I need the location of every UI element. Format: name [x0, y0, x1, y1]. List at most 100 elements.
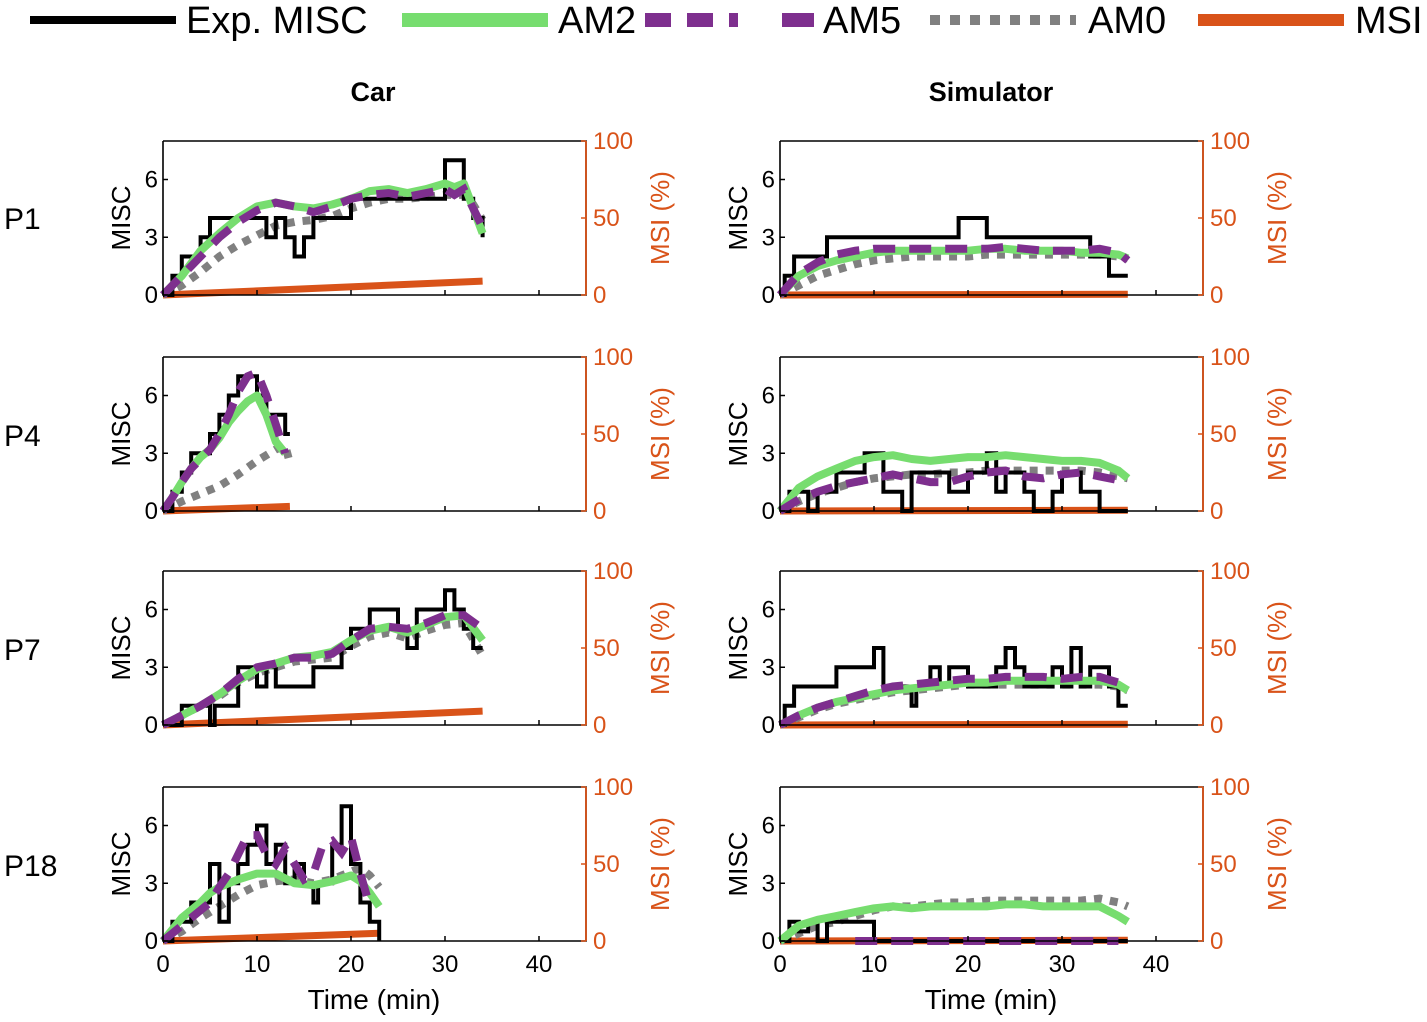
y-left-label: MISC: [723, 402, 753, 467]
y-left-tick-label: 6: [145, 813, 158, 840]
series-group: [777, 451, 1131, 515]
y-left-tick-label: 6: [762, 597, 775, 624]
y-right-label: MSI (%): [1262, 817, 1292, 911]
y-right-tick-label: 50: [593, 421, 620, 448]
y-left-label: MISC: [106, 402, 136, 467]
series-am5: [160, 367, 290, 514]
legend-label-exp: Exp. MISC: [186, 0, 368, 42]
series-group: [777, 216, 1131, 299]
series-group: [777, 894, 1130, 945]
series-msi: [162, 929, 380, 945]
series-am0: [161, 618, 487, 729]
series-group: [160, 804, 383, 945]
row-label-p7: P7: [4, 634, 41, 667]
y-left-label: MISC: [723, 186, 753, 251]
x-axis-label: Time (min): [308, 984, 441, 1015]
series-am5: [160, 826, 374, 945]
y-right-tick-label: 100: [593, 128, 633, 155]
y-left-tick-label: 3: [145, 870, 158, 897]
y-right-label: MSI (%): [1262, 171, 1292, 265]
column-title-simulator: Simulator: [929, 77, 1054, 107]
y-right-tick-label: 0: [1210, 498, 1223, 525]
panel-p18-car: 0 3 6 0 50 100 0 10 20 30 40 MISC MSI (%) Time (min): [106, 774, 675, 1015]
series-am5: [778, 672, 1130, 729]
y-left-tick-label: 0: [762, 498, 775, 525]
series-group: [160, 158, 487, 299]
y-left-tick-label: 3: [145, 224, 158, 251]
x-tick-label: 0: [156, 951, 169, 978]
x-tick-label: 30: [432, 951, 459, 978]
y-left-tick-label: 3: [762, 654, 775, 681]
panel-p18-simulator: 0 3 6 0 50 100 0 10 20 30 40 MISC MSI (%) Time (min): [723, 774, 1292, 1015]
panel-p4-simulator: 0 3 6 0 50 100 MISC MSI (%): [723, 344, 1292, 525]
panel-p7-simulator: 0 3 6 0 50 100 MISC MSI (%): [723, 558, 1292, 739]
y-right-tick-label: 100: [1210, 344, 1250, 371]
y-right-tick-label: 0: [593, 282, 606, 309]
y-left-tick-label: 0: [145, 498, 158, 525]
series-exp-misc: [163, 588, 483, 727]
y-right-tick-label: 50: [1210, 635, 1237, 662]
y-left-tick-label: 3: [145, 654, 158, 681]
y-right-tick-label: 0: [593, 712, 606, 739]
y-left-label: MISC: [106, 186, 136, 251]
axes-box: [162, 786, 587, 942]
y-left-label: MISC: [106, 832, 136, 897]
series-am2: [160, 869, 383, 944]
y-right-tick-label: 100: [593, 774, 633, 801]
series-am5: [160, 183, 487, 298]
y-left-label: MISC: [723, 832, 753, 897]
y-left-tick-label: 6: [145, 383, 158, 410]
y-left-tick-label: 6: [762, 167, 775, 194]
y-right-tick-label: 100: [1210, 128, 1250, 155]
axes-box: [162, 570, 587, 726]
y-right-tick-label: 0: [1210, 282, 1223, 309]
panel-p1-simulator: 0 3 6 0 50 100 MISC MSI (%): [723, 128, 1292, 309]
y-left-tick-label: 0: [762, 928, 775, 955]
y-left-tick-label: 6: [145, 597, 158, 624]
y-right-tick-label: 0: [1210, 928, 1223, 955]
y-right-label: MSI (%): [645, 601, 675, 695]
x-tick-label: 30: [1049, 951, 1076, 978]
series-am5: [777, 466, 1128, 515]
x-axis-label: Time (min): [925, 984, 1058, 1015]
y-left-tick-label: 3: [762, 224, 775, 251]
y-right-label: MSI (%): [645, 171, 675, 265]
y-left-tick-label: 3: [762, 870, 775, 897]
y-left-tick-label: 0: [145, 712, 158, 739]
y-right-tick-label: 0: [1210, 712, 1223, 739]
panel-p7-car: 0 3 6 0 50 100 MISC MSI (%): [106, 558, 675, 739]
legend-label-am0: AM0: [1088, 0, 1166, 42]
y-left-tick-label: 3: [145, 440, 158, 467]
series-group: [161, 588, 487, 729]
axes-box: [162, 356, 587, 512]
x-tick-label: 20: [955, 951, 982, 978]
y-left-label: MISC: [723, 616, 753, 681]
panels: 0 3 6 0 50 100 MISC MSI (%) 0 3 6 0 50 100 MISC MSI (%)…: [106, 128, 1292, 1015]
panel-p4-car: 0 3 6 0 50 100 MISC MSI (%): [106, 344, 675, 525]
series-am5: [161, 611, 485, 729]
y-right-label: MSI (%): [645, 387, 675, 481]
row-label-p18: P18: [4, 850, 57, 883]
y-right-tick-label: 50: [1210, 205, 1237, 232]
x-tick-label: 20: [338, 951, 365, 978]
y-right-tick-label: 0: [593, 498, 606, 525]
x-tick-label: 40: [1143, 951, 1170, 978]
legend-label-am5: AM5: [823, 0, 901, 42]
series-exp-misc: [163, 158, 485, 297]
y-right-tick-label: 50: [1210, 851, 1237, 878]
y-left-tick-label: 0: [762, 712, 775, 739]
y-right-tick-label: 100: [593, 344, 633, 371]
y-left-tick-label: 6: [762, 813, 775, 840]
y-right-tick-label: 50: [1210, 421, 1237, 448]
legend-label-msi: MSI: [1355, 0, 1423, 42]
y-right-tick-label: 50: [593, 205, 620, 232]
series-am5: [777, 242, 1131, 298]
series-am2: [777, 900, 1130, 945]
series-group: [778, 646, 1130, 729]
series-am2: [777, 451, 1131, 514]
legend-label-am2: AM2: [558, 0, 636, 42]
y-left-tick-label: 6: [762, 383, 775, 410]
row-label-p1: P1: [4, 203, 41, 236]
legend: Exp. MISC AM2 AM5 AM0 MSI: [30, 0, 1423, 42]
column-title-car: Car: [350, 77, 396, 107]
